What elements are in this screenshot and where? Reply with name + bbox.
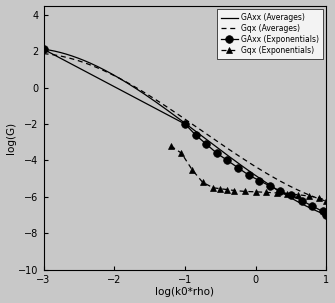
Gqx (Averages): [273, 177, 277, 180]
Gqx (Averages): [324, 199, 328, 203]
GAxx (Exponentials): [183, 122, 187, 126]
Gqx (Averages): [210, 136, 214, 139]
GAxx (Exponentials): [236, 166, 240, 170]
GAxx (Averages): [195, 130, 199, 134]
Gqx (Averages): [195, 125, 199, 129]
GAxx (Exponentials): [204, 142, 208, 146]
GAxx (Averages): [176, 116, 180, 120]
Gqx (Exponentials): [218, 187, 222, 191]
Line: GAxx (Averages): GAxx (Averages): [44, 49, 326, 215]
Gqx (Exponentials): [232, 189, 237, 192]
GAxx (Averages): [178, 117, 182, 121]
Gqx (Averages): [176, 112, 180, 116]
Gqx (Exponentials): [211, 186, 215, 190]
Gqx (Exponentials): [225, 188, 229, 191]
GAxx (Exponentials): [215, 152, 219, 155]
Gqx (Averages): [318, 197, 322, 201]
Gqx (Exponentials): [264, 191, 268, 194]
GAxx (Exponentials): [289, 193, 293, 197]
GAxx (Averages): [324, 213, 328, 217]
GAxx (Exponentials): [247, 173, 251, 177]
GAxx (Exponentials): [257, 179, 261, 182]
Gqx (Exponentials): [275, 191, 279, 195]
GAxx (Exponentials): [278, 190, 282, 193]
Gqx (Exponentials): [296, 193, 300, 197]
Gqx (Averages): [42, 52, 46, 55]
Gqx (Averages): [178, 114, 182, 117]
GAxx (Exponentials): [268, 184, 272, 188]
Gqx (Exponentials): [180, 152, 184, 155]
GAxx (Exponentials): [324, 213, 328, 217]
GAxx (Averages): [42, 47, 46, 51]
Gqx (Exponentials): [190, 168, 194, 171]
Line: Gqx (Exponentials): Gqx (Exponentials): [168, 142, 330, 204]
Gqx (Exponentials): [169, 144, 173, 148]
GAxx (Exponentials): [299, 199, 304, 202]
Gqx (Exponentials): [324, 199, 328, 202]
Gqx (Exponentials): [285, 192, 289, 195]
Legend: GAxx (Averages), Gqx (Averages), GAxx (Exponentials), Gqx (Exponentials): GAxx (Averages), Gqx (Averages), GAxx (E…: [217, 9, 323, 59]
Y-axis label: log(G): log(G): [6, 122, 15, 154]
GAxx (Averages): [318, 210, 322, 214]
GAxx (Exponentials): [225, 159, 229, 162]
X-axis label: log(k0*rho): log(k0*rho): [155, 288, 214, 298]
GAxx (Averages): [210, 142, 214, 145]
Gqx (Exponentials): [317, 196, 321, 200]
GAxx (Exponentials): [42, 48, 46, 51]
Line: GAxx (Exponentials): GAxx (Exponentials): [40, 45, 330, 219]
Gqx (Exponentials): [243, 190, 247, 193]
Line: Gqx (Averages): Gqx (Averages): [44, 54, 326, 201]
GAxx (Exponentials): [194, 133, 198, 137]
Gqx (Exponentials): [254, 190, 258, 194]
GAxx (Exponentials): [310, 204, 314, 208]
Gqx (Exponentials): [307, 194, 311, 198]
GAxx (Exponentials): [321, 210, 325, 213]
Gqx (Exponentials): [201, 181, 205, 184]
GAxx (Averages): [273, 187, 277, 190]
